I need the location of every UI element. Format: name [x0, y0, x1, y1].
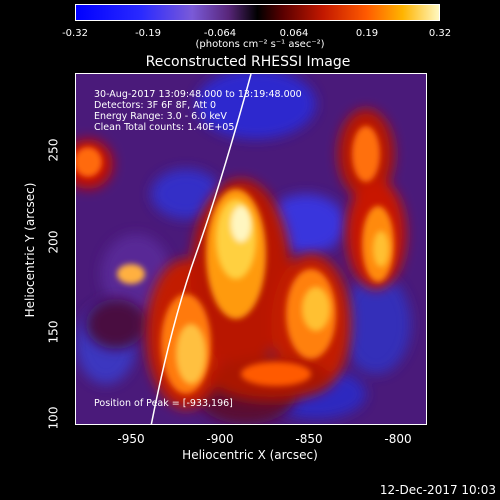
detectors-info: Detectors: 3F 6F 8F, Att 0 [94, 100, 217, 111]
x-tick-label: -950 [117, 432, 145, 446]
y-tick-label: 150 [46, 320, 61, 344]
energy-range: Energy Range: 3.0 - 6.0 keV [94, 111, 227, 122]
timestamp-footer: 12-Dec-2017 10:03 [379, 483, 496, 497]
colorbar-tick: 0.32 [428, 28, 452, 39]
clean-method-counts: Clean Total counts: 1.40E+05 [94, 122, 235, 133]
y-axis-label: Heliocentric Y (arcsec) [23, 182, 37, 318]
flux-map [76, 74, 426, 424]
colorbar-units: (photons cm⁻² s⁻¹ asec⁻²) [195, 39, 325, 50]
x-tick-label: -900 [206, 432, 234, 446]
observation-info: 30-Aug-2017 13:09:48.000 to 13:19:48.000… [94, 89, 302, 133]
colorbar-tick: 0.19 [355, 28, 379, 39]
y-tick-label: 250 [46, 138, 61, 162]
x-tick-label: -800 [384, 432, 412, 446]
colorbar-tick: -0.19 [135, 28, 161, 39]
colorbar-tick: -0.32 [62, 28, 88, 39]
peak-position: Position of Peak = [-933,196] [94, 398, 233, 409]
y-tick-label: 100 [46, 406, 61, 430]
image-title: Reconstructed RHESSI Image [145, 54, 351, 70]
colorbar-tick: -0.064 [203, 28, 237, 39]
x-tick-label: -850 [295, 432, 323, 446]
rhessi-image [75, 73, 427, 425]
y-tick-label: 200 [46, 230, 61, 254]
x-axis-label: Heliocentric X (arcsec) [182, 448, 318, 462]
colorbar [75, 4, 440, 21]
solar-limb-line [150, 74, 252, 424]
time-range: 30-Aug-2017 13:09:48.000 to 13:19:48.000 [94, 89, 302, 100]
colorbar-tick: 0.064 [279, 28, 309, 39]
